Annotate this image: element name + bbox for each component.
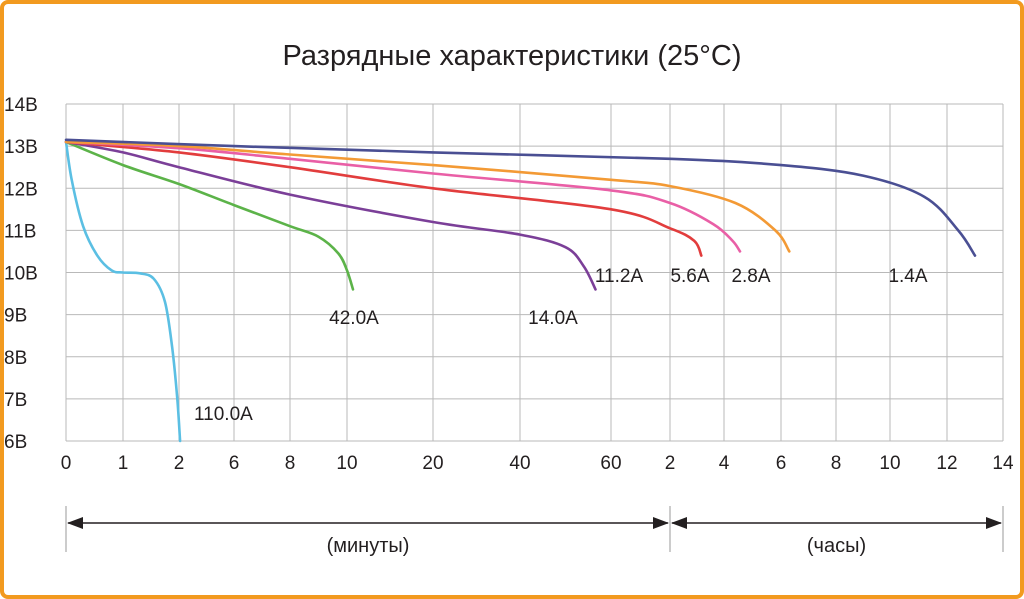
y-tick-label: 14В [4, 95, 38, 116]
y-tick-label: 13В [4, 137, 38, 158]
series-line-110.0А [64, 140, 182, 443]
series-lines [64, 138, 977, 443]
x-tick-label: 8 [285, 453, 296, 474]
x-tick-label: 2 [665, 453, 676, 474]
y-tick-label: 10В [4, 264, 38, 285]
series-line-5.6А [64, 140, 742, 253]
time-range-indicators: (минуты) (часы) [65, 506, 1004, 557]
series-line-1.4А [64, 138, 977, 257]
series-labels: 110.0А 42.0А 14.0А 11.2А 5.6А 2.8А 1.4А [194, 266, 928, 425]
series-label: 2.8А [731, 266, 770, 287]
series-label: 110.0А [194, 404, 253, 425]
y-tick-label: 12В [4, 179, 38, 200]
series-label: 14.0А [528, 308, 578, 329]
range-label: (часы) [807, 535, 866, 557]
y-tick-label: 7В [4, 390, 27, 411]
arrow-right-icon [986, 517, 1002, 529]
series-label: 5.6А [670, 266, 709, 287]
series-label: 1.4А [888, 266, 927, 287]
x-tick-label: 10 [879, 453, 900, 474]
range-label: (минуты) [327, 535, 410, 557]
y-tick-label: 8В [4, 348, 27, 369]
x-tick-label: 1 [118, 453, 129, 474]
x-tick-label: 14 [992, 453, 1014, 474]
x-tick-label: 6 [776, 453, 787, 474]
series-line-2.8А [64, 140, 791, 253]
y-axis-tick-labels: 14В 13В 12В 11В 10В 9В 8В 7В 6В [4, 95, 38, 453]
x-tick-label: 8 [831, 453, 842, 474]
x-tick-label: 6 [229, 453, 240, 474]
x-tick-label: 10 [336, 453, 357, 474]
series-label: 42.0А [329, 308, 379, 329]
x-tick-label: 2 [174, 453, 185, 474]
series-line-11.2А [64, 140, 703, 257]
x-tick-label: 60 [600, 453, 621, 474]
x-tick-label: 12 [936, 453, 957, 474]
x-tick-label: 40 [509, 453, 530, 474]
series-line-42.0А [64, 140, 355, 291]
x-tick-label: 20 [422, 453, 443, 474]
arrow-left-icon [671, 517, 687, 529]
series-label: 11.2А [595, 266, 644, 287]
arrow-left-icon [67, 517, 83, 529]
x-tick-label: 0 [61, 453, 72, 474]
x-axis-tick-labels: 0 1 2 6 8 10 20 40 60 2 4 6 8 10 12 14 [61, 453, 1014, 474]
y-tick-label: 6В [4, 432, 27, 453]
arrow-right-icon [653, 517, 669, 529]
chart-grid [65, 103, 1004, 442]
series-line-14.0А [64, 140, 597, 291]
y-tick-label: 9В [4, 306, 27, 327]
x-tick-label: 4 [719, 453, 730, 474]
y-tick-label: 11В [4, 221, 36, 242]
chart-title: Разрядные характеристики (25°С) [283, 40, 742, 72]
